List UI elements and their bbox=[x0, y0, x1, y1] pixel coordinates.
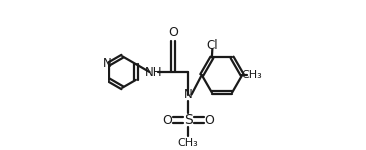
Text: CH₃: CH₃ bbox=[178, 138, 199, 147]
Text: O: O bbox=[205, 114, 214, 126]
Text: CH₃: CH₃ bbox=[241, 70, 262, 80]
Text: O: O bbox=[162, 114, 172, 126]
Text: Cl: Cl bbox=[207, 39, 219, 52]
Text: N: N bbox=[184, 88, 193, 101]
Text: N: N bbox=[103, 57, 112, 70]
Text: NH: NH bbox=[145, 66, 163, 78]
Text: S: S bbox=[184, 113, 193, 127]
Text: O: O bbox=[168, 26, 178, 39]
